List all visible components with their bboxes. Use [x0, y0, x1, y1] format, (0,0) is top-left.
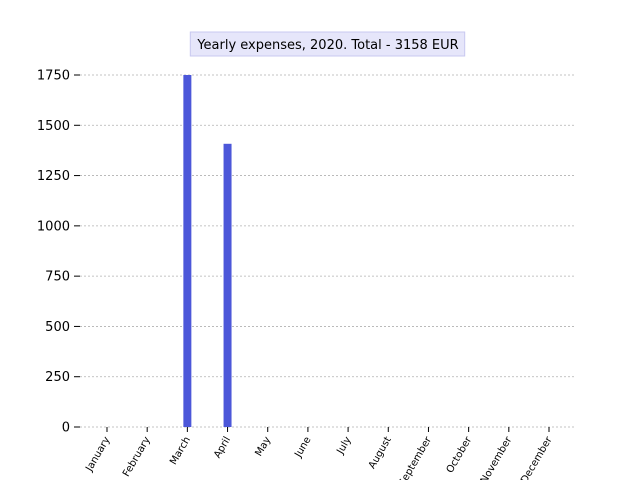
y-tick-label: 1250: [37, 169, 70, 184]
x-tick-label: November: [479, 434, 515, 480]
y-tick-label: 500: [45, 320, 70, 335]
x-tick-label: December: [519, 434, 555, 480]
bar-april: [223, 143, 232, 427]
chart-title-box: Yearly expenses, 2020. Total - 3158 EUR: [189, 31, 466, 57]
bar-march: [183, 75, 192, 427]
x-axis-ticks: January February March April May June July Augu…: [84, 427, 555, 480]
x-tick-label: May: [253, 435, 273, 458]
x-tick-label: October: [445, 434, 475, 475]
x-tick-label: August: [367, 435, 394, 471]
x-tick-label: June: [293, 435, 314, 460]
chart-title: Yearly expenses, 2020. Total - 3158 EUR: [196, 38, 458, 53]
y-tick-label: 0: [62, 421, 70, 436]
y-tick-label: 1000: [37, 219, 70, 234]
bars: [183, 75, 232, 427]
y-tick-label: 1500: [37, 119, 70, 134]
x-tick-label: January: [84, 435, 113, 474]
title-background: [189, 31, 466, 57]
grid-lines: [80, 74, 576, 428]
x-tick-label: April: [212, 435, 233, 460]
y-tick-label: 750: [45, 270, 70, 285]
y-tick-label: 250: [45, 370, 70, 385]
x-tick-label: March: [168, 435, 193, 467]
y-axis-ticks: 0 250 500 750 1000 1250 1500 1750: [37, 69, 80, 436]
x-tick-label: September: [397, 434, 435, 480]
x-tick-label: July: [335, 435, 354, 457]
y-tick-label: 1750: [37, 69, 70, 84]
x-tick-label: February: [121, 435, 153, 479]
